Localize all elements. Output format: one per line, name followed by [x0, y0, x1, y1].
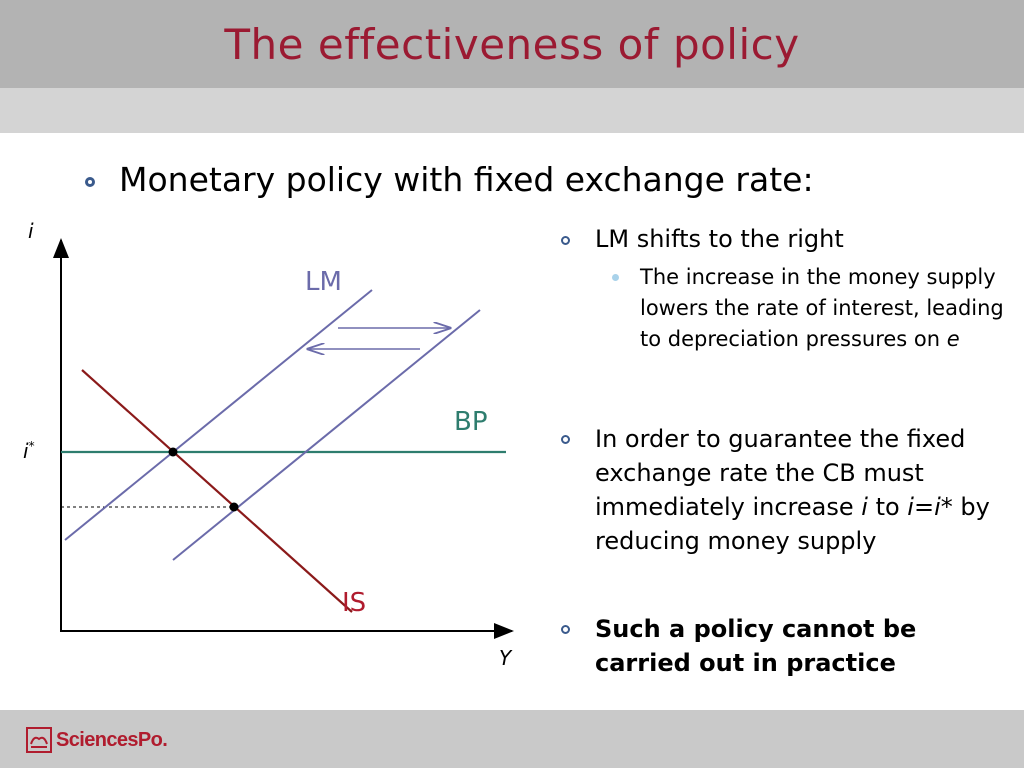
- sub-bullet-money-supply: The increase in the money supply lowers …: [640, 265, 1004, 351]
- footer-bar: [0, 710, 1024, 768]
- logo-text: SciencesPo.: [56, 728, 168, 751]
- is-label: IS: [342, 588, 366, 618]
- bullet-cb-increase: In order to guarantee the fixed exchange…: [595, 425, 990, 555]
- bullet-cannot-carry-out: Such a policy cannot be carried out in p…: [595, 615, 917, 677]
- equilibrium-point-initial: [168, 447, 178, 457]
- lm-label: LM: [305, 267, 342, 297]
- bp-label: BP: [454, 407, 488, 437]
- is-lm-bp-diagram: i Y i* BP LM IS: [23, 219, 514, 670]
- y-axis-label: i: [28, 219, 34, 243]
- bullet-ring-icon: [561, 435, 570, 444]
- title-bar: The effectiveness of policy: [0, 0, 1024, 88]
- is-curve: [81, 369, 353, 613]
- lm-curve-original: [64, 289, 373, 541]
- main-bullet: Monetary policy with fixed exchange rate…: [119, 160, 814, 199]
- bullet-ring-icon: [561, 236, 570, 245]
- bullet-ring-icon: [85, 177, 95, 187]
- x-axis-label: Y: [499, 646, 513, 670]
- sciencespo-emblem-icon: [26, 727, 52, 753]
- sciencespo-logo: SciencesPo.: [26, 727, 168, 753]
- slide-title: The effectiveness of policy: [224, 20, 800, 69]
- lm-curve-shifted: [172, 309, 481, 561]
- istar-label: i*: [23, 439, 35, 463]
- bullet-lm-shifts: LM shifts to the right: [595, 225, 844, 253]
- subtitle-bar: [0, 88, 1024, 133]
- equilibrium-point-shifted: [229, 502, 239, 512]
- sub-bullet-dot-icon: [612, 274, 619, 281]
- bullet-ring-icon: [561, 625, 570, 634]
